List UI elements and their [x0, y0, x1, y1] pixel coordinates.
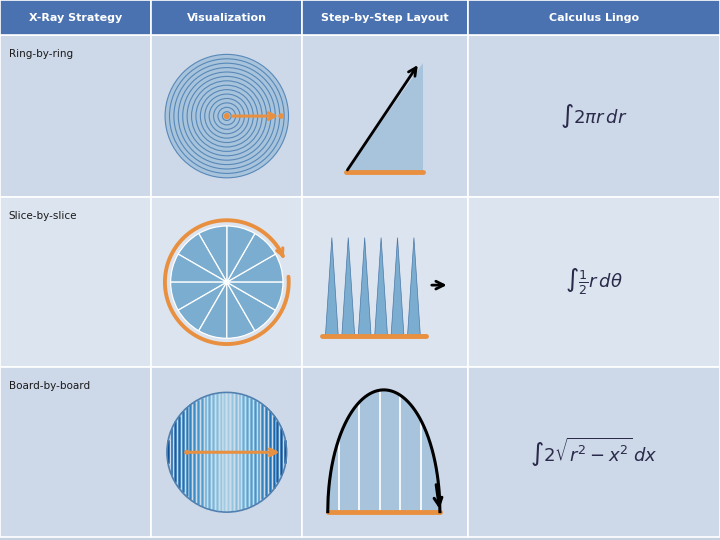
- Bar: [243, 395, 246, 510]
- Text: Visualization: Visualization: [186, 12, 267, 23]
- Text: $\int 2\pi r\, dr$: $\int 2\pi r\, dr$: [560, 102, 628, 130]
- Wedge shape: [227, 282, 276, 331]
- Bar: [468, 197, 720, 367]
- Wedge shape: [171, 254, 227, 282]
- Bar: [220, 393, 222, 512]
- Bar: [265, 408, 268, 497]
- Text: Calculus Lingo: Calculus Lingo: [549, 12, 639, 23]
- Wedge shape: [178, 233, 227, 282]
- Bar: [468, 0, 720, 35]
- Circle shape: [184, 450, 189, 455]
- Bar: [208, 395, 211, 510]
- Polygon shape: [325, 238, 338, 335]
- Bar: [302, 0, 468, 35]
- Bar: [302, 197, 468, 367]
- Text: $\int \frac{1}{2}r\,d\theta$: $\int \frac{1}{2}r\,d\theta$: [565, 267, 623, 297]
- Bar: [302, 35, 468, 197]
- Bar: [0, 197, 151, 367]
- Wedge shape: [227, 254, 283, 282]
- Bar: [151, 367, 302, 537]
- Bar: [167, 440, 170, 464]
- Bar: [201, 397, 204, 507]
- Text: Ring-by-ring: Ring-by-ring: [9, 49, 73, 59]
- Bar: [151, 35, 302, 197]
- Polygon shape: [342, 238, 355, 335]
- Bar: [250, 397, 253, 507]
- Bar: [468, 35, 720, 197]
- Circle shape: [167, 393, 287, 512]
- Bar: [284, 440, 287, 464]
- Bar: [258, 402, 261, 503]
- Bar: [216, 393, 219, 511]
- Bar: [273, 416, 276, 489]
- Wedge shape: [199, 282, 227, 338]
- Polygon shape: [408, 238, 420, 335]
- Polygon shape: [346, 63, 423, 172]
- Wedge shape: [178, 282, 227, 331]
- Bar: [302, 367, 468, 537]
- Bar: [238, 394, 241, 511]
- Text: Step-by-Step Layout: Step-by-Step Layout: [321, 12, 449, 23]
- Bar: [0, 35, 151, 197]
- Wedge shape: [227, 282, 283, 310]
- Bar: [189, 404, 192, 500]
- Polygon shape: [359, 238, 371, 335]
- Bar: [276, 421, 279, 483]
- Bar: [231, 393, 234, 512]
- Wedge shape: [227, 226, 255, 282]
- Bar: [212, 394, 215, 511]
- Wedge shape: [199, 226, 227, 282]
- Wedge shape: [171, 282, 227, 310]
- Bar: [186, 408, 189, 497]
- Text: $\int 2\sqrt{r^2-x^2}\,dx$: $\int 2\sqrt{r^2-x^2}\,dx$: [530, 436, 658, 469]
- Bar: [171, 428, 174, 476]
- Text: X-Ray Strategy: X-Ray Strategy: [29, 12, 122, 23]
- Bar: [174, 421, 177, 483]
- Bar: [468, 367, 720, 537]
- Circle shape: [279, 113, 284, 119]
- Bar: [280, 428, 283, 476]
- Bar: [193, 402, 196, 503]
- Bar: [246, 396, 249, 508]
- Bar: [178, 416, 181, 489]
- Bar: [151, 0, 302, 35]
- Bar: [261, 404, 264, 500]
- Wedge shape: [227, 233, 276, 282]
- Polygon shape: [391, 238, 404, 335]
- Bar: [197, 400, 200, 505]
- Bar: [269, 411, 271, 494]
- Circle shape: [224, 113, 230, 119]
- Bar: [204, 396, 207, 508]
- Bar: [228, 393, 230, 512]
- Bar: [0, 0, 151, 35]
- Bar: [151, 197, 302, 367]
- Text: Board-by-board: Board-by-board: [9, 381, 90, 391]
- Text: Slice-by-slice: Slice-by-slice: [9, 211, 77, 221]
- Bar: [253, 400, 256, 505]
- Bar: [223, 393, 226, 512]
- Wedge shape: [227, 282, 255, 338]
- Bar: [0, 367, 151, 537]
- Bar: [182, 411, 185, 494]
- Bar: [235, 393, 238, 511]
- Circle shape: [165, 55, 289, 178]
- Polygon shape: [374, 238, 387, 335]
